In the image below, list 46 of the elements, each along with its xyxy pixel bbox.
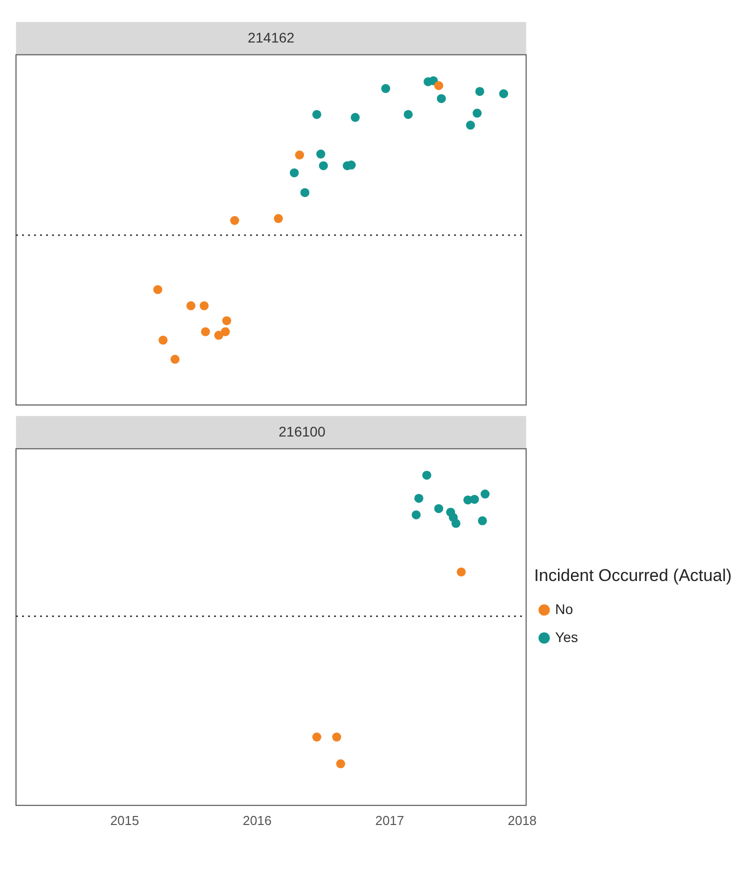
point bbox=[475, 86, 484, 96]
point bbox=[499, 89, 508, 98]
legend-label: No bbox=[555, 600, 574, 617]
point bbox=[332, 732, 342, 742]
point bbox=[158, 336, 168, 345]
x-tick-label: 2015 bbox=[110, 812, 140, 828]
point bbox=[170, 354, 180, 364]
point bbox=[220, 327, 230, 336]
chart-title: 216100 bbox=[278, 423, 326, 440]
point bbox=[222, 316, 232, 326]
point bbox=[414, 494, 424, 503]
legend-label: Yes bbox=[555, 628, 578, 645]
point bbox=[295, 150, 304, 160]
point bbox=[186, 301, 196, 310]
chart-title: 214162 bbox=[248, 29, 295, 46]
point bbox=[274, 214, 283, 224]
legend-title: Incident Occurred (Actual) bbox=[534, 566, 732, 586]
point bbox=[478, 516, 487, 526]
point bbox=[412, 510, 421, 520]
x-tick-label: 2016 bbox=[242, 812, 272, 828]
point bbox=[434, 504, 444, 514]
point bbox=[434, 81, 444, 90]
point bbox=[312, 110, 322, 119]
point bbox=[448, 512, 458, 522]
point bbox=[153, 285, 162, 294]
point bbox=[336, 759, 346, 768]
point bbox=[480, 490, 490, 499]
point bbox=[290, 168, 299, 178]
point bbox=[470, 494, 479, 504]
point bbox=[466, 120, 476, 130]
point bbox=[200, 301, 209, 310]
point bbox=[200, 327, 210, 336]
point bbox=[312, 732, 322, 742]
point bbox=[300, 188, 310, 198]
point bbox=[404, 110, 413, 119]
point bbox=[422, 470, 432, 480]
point bbox=[318, 161, 328, 170]
point bbox=[381, 84, 390, 94]
point bbox=[316, 150, 326, 159]
x-tick-label: 2017 bbox=[375, 812, 404, 828]
point bbox=[456, 567, 466, 576]
x-tick-label: 2018 bbox=[508, 812, 537, 828]
point bbox=[472, 108, 482, 118]
point bbox=[436, 94, 446, 104]
point bbox=[350, 112, 360, 122]
point bbox=[230, 216, 240, 225]
